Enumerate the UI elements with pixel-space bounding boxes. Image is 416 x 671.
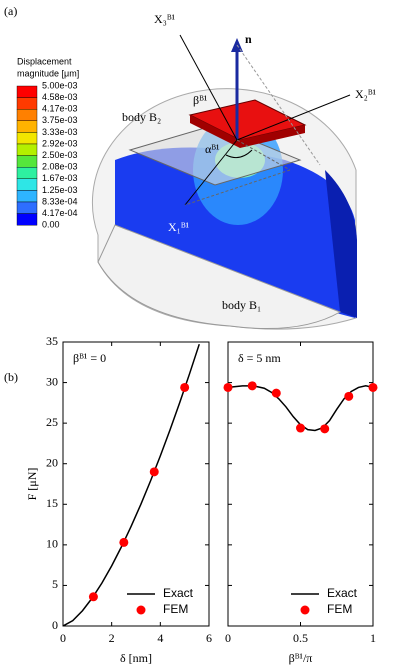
legend-title: Displacement — [17, 56, 72, 66]
legend-label: Exact — [327, 586, 358, 600]
colorbar-label: 8.33e-04 — [42, 196, 78, 206]
legend-label: FEM — [163, 602, 188, 616]
guide-line — [236, 44, 321, 166]
colorbar-swatch — [16, 85, 38, 98]
annotation: δ = 5 nm — [238, 351, 281, 365]
y-tick-label: 20 — [46, 455, 58, 469]
legend-marker — [300, 605, 310, 615]
legend-label: Exact — [163, 586, 194, 600]
colorbar-label: 4.17e-03 — [42, 104, 78, 114]
data-point — [344, 391, 354, 401]
colorbar-label: 3.75e-03 — [42, 115, 78, 125]
colorbar-swatch — [16, 166, 38, 179]
axis-x1 — [184, 139, 238, 206]
axis-label: n — [245, 32, 252, 46]
y-tick-label: 10 — [46, 537, 58, 551]
colorbar-label: 0.00 — [42, 220, 60, 230]
data-point — [247, 381, 257, 391]
legend-label: FEM — [327, 602, 352, 616]
colorbar-label: 1.25e-03 — [42, 185, 78, 195]
colorbar: 5.00e-03 4.58e-03 4.17e-033.75e-03 3.33e-03… — [16, 80, 78, 230]
y-tick-label: 30 — [46, 374, 58, 388]
legend-title: magnitude [μm] — [17, 68, 79, 78]
colorbar-swatch — [16, 213, 38, 226]
y-tick-label: 15 — [46, 496, 58, 510]
body-b2-plate — [128, 124, 302, 186]
x-tick-label: 0.5 — [293, 631, 308, 645]
plot-frame — [62, 341, 210, 627]
y-tick-label: 5 — [52, 577, 58, 591]
line-series — [63, 343, 200, 626]
axis-x3 — [179, 34, 238, 141]
legend-marker — [136, 605, 146, 615]
data-point — [149, 467, 159, 477]
body-label: body B₁ — [222, 298, 261, 312]
data-point — [119, 537, 129, 547]
colorbar-label: 4.17e-04 — [42, 208, 78, 218]
panel-label: (a) — [4, 4, 17, 18]
illustration — [91, 34, 357, 330]
y-tick-label: 0 — [52, 618, 58, 632]
annotation: βᴮ¹ = 0 — [73, 351, 106, 365]
y-tick-label: 25 — [46, 415, 58, 429]
colorbar-swatch — [16, 178, 38, 191]
y-tick-label: 35 — [46, 334, 58, 348]
colorbar-swatch — [16, 132, 38, 145]
axis-x2 — [236, 94, 351, 141]
axis-label: X₁ᴮ¹ — [168, 220, 189, 234]
axis-label: X₂ᴮ¹ — [355, 87, 376, 101]
x-tick-label: 2 — [109, 631, 115, 645]
colorbar-label: 2.50e-03 — [42, 150, 78, 160]
x-axis-label: δ [nm] — [120, 651, 152, 665]
data-point — [271, 388, 281, 398]
guide-line — [236, 139, 291, 171]
axis-label: X₃ᴮ¹ — [154, 12, 175, 26]
x-tick-label: 4 — [157, 631, 163, 645]
rigid-block-side — [190, 115, 305, 148]
body-label: body B₂ — [122, 110, 161, 124]
colorbar-label: 5.00e-03 — [42, 80, 78, 90]
colorbar-label: 3.33e-03 — [42, 127, 78, 137]
x-tick-label: 0 — [60, 631, 66, 645]
data-point — [296, 423, 305, 433]
colorbar-label: 2.92e-03 — [42, 138, 78, 148]
y-axis-label: F [μN] — [25, 468, 39, 501]
angle-label: βᴮ¹ — [193, 93, 208, 107]
colorbar-label: 4.58e-03 — [42, 92, 78, 102]
x-tick-label: 1 — [370, 631, 376, 645]
colorbar-swatch — [16, 120, 38, 133]
data-point — [368, 382, 378, 392]
colorbar-swatch — [16, 97, 38, 110]
hemisphere-side — [325, 170, 357, 318]
x-tick-label: 0 — [225, 631, 231, 645]
cut-face — [97, 224, 342, 330]
colorbar-swatch — [16, 201, 38, 214]
colorbar-swatch — [16, 190, 38, 203]
data-point — [223, 382, 233, 392]
panel-label: (b) — [4, 370, 18, 384]
x-axis-label: βᴮ¹/π — [289, 651, 313, 665]
data-point — [88, 592, 98, 602]
colorbar-label: 2.08e-03 — [42, 162, 78, 172]
data-point — [180, 382, 190, 392]
colorbar-swatch — [16, 143, 38, 156]
colorbar-label: 1.67e-03 — [42, 173, 78, 183]
angle-label: αᴮ¹ — [205, 142, 220, 156]
guide-line — [184, 169, 291, 206]
colorbar-swatch — [16, 155, 38, 168]
x-tick-label: 6 — [206, 631, 212, 645]
colorbar-swatch — [16, 108, 38, 121]
data-point — [320, 424, 330, 434]
body-b1-section — [115, 147, 355, 318]
angle-arc — [225, 149, 253, 159]
